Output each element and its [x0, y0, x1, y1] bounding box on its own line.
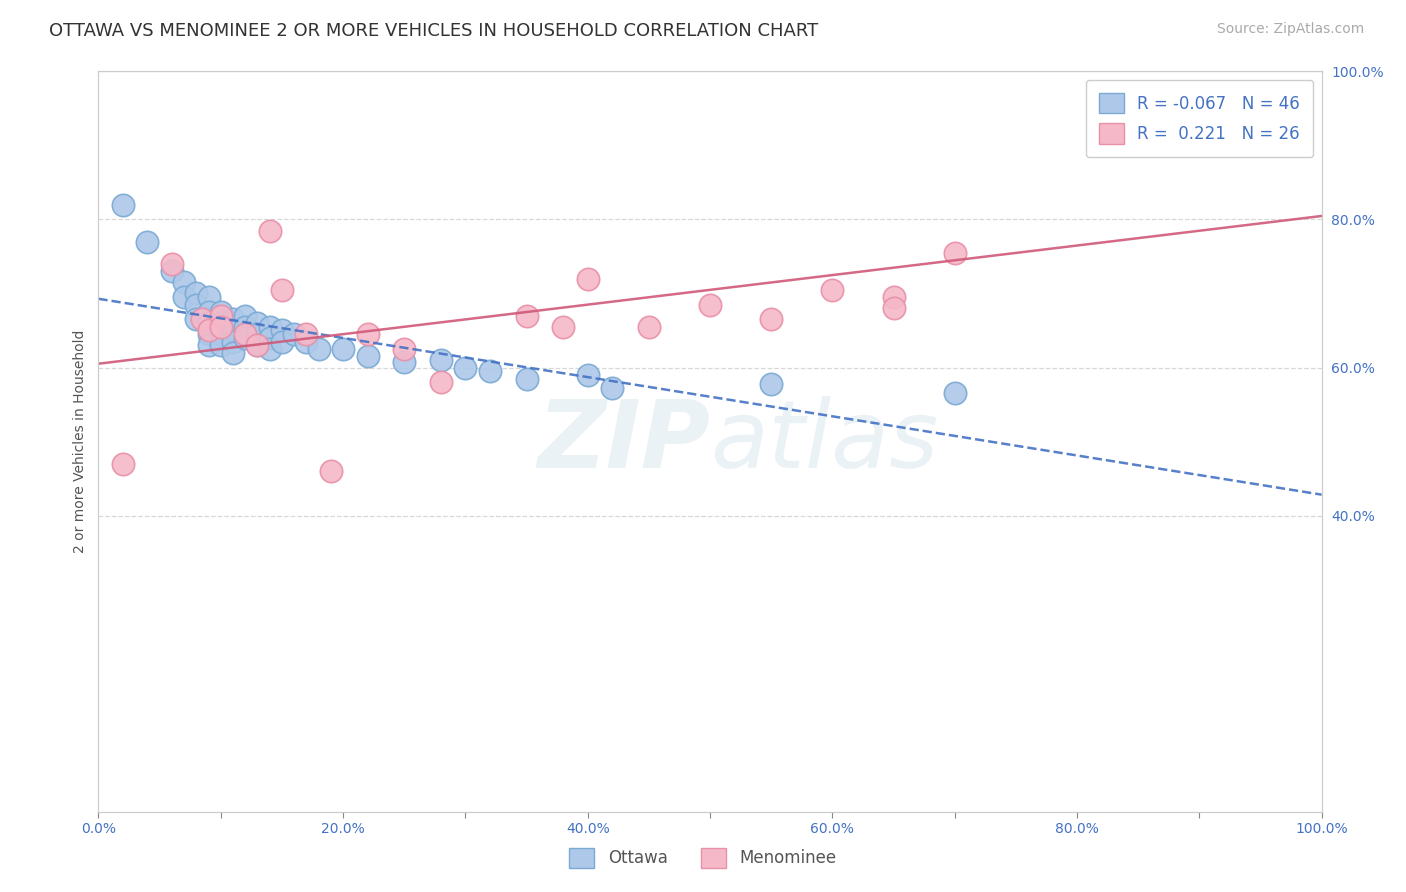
Point: [392, 342, 416, 356]
Point: [637, 319, 661, 334]
Point: [356, 350, 378, 364]
Text: Source: ZipAtlas.com: Source: ZipAtlas.com: [1216, 22, 1364, 37]
Point: [295, 334, 318, 349]
Point: [515, 371, 537, 385]
Point: [222, 345, 245, 359]
Text: OTTAWA VS MENOMINEE 2 OR MORE VEHICLES IN HOUSEHOLD CORRELATION CHART: OTTAWA VS MENOMINEE 2 OR MORE VEHICLES I…: [49, 22, 818, 40]
Point: [515, 309, 537, 323]
Point: [600, 381, 623, 395]
Point: [197, 327, 219, 342]
Point: [246, 338, 269, 352]
Point: [356, 327, 378, 342]
Point: [478, 364, 501, 378]
Point: [576, 271, 599, 285]
Point: [209, 319, 232, 334]
Point: [270, 324, 294, 338]
Point: [259, 342, 281, 356]
Point: [233, 331, 256, 345]
Point: [259, 319, 281, 334]
Point: [186, 297, 208, 311]
Point: [246, 338, 269, 352]
Point: [222, 324, 245, 338]
Point: [197, 305, 219, 319]
Text: ZIP: ZIP: [537, 395, 710, 488]
Point: [308, 342, 330, 356]
Point: [209, 305, 232, 319]
Point: [173, 290, 195, 304]
Point: [821, 283, 844, 297]
Point: [392, 354, 416, 368]
Point: [430, 376, 453, 390]
Point: [270, 334, 294, 349]
Point: [209, 309, 232, 323]
Point: [209, 316, 232, 330]
Point: [319, 464, 342, 478]
Point: [576, 368, 599, 382]
Point: [233, 327, 256, 342]
Point: [191, 312, 214, 326]
Point: [454, 360, 477, 375]
Point: [197, 290, 219, 304]
Point: [270, 283, 294, 297]
Point: [222, 312, 245, 326]
Point: [553, 319, 575, 334]
Point: [186, 312, 208, 326]
Point: [283, 327, 305, 342]
Point: [111, 197, 134, 211]
Point: [233, 309, 256, 323]
Point: [761, 312, 783, 326]
Legend: R = -0.067   N = 46, R =  0.221   N = 26: R = -0.067 N = 46, R = 0.221 N = 26: [1085, 79, 1313, 157]
Point: [197, 338, 219, 352]
Point: [209, 327, 232, 342]
Point: [209, 338, 232, 352]
Point: [259, 223, 281, 237]
Point: [1274, 112, 1296, 127]
Point: [197, 324, 219, 338]
Point: [943, 245, 966, 260]
Point: [222, 334, 245, 349]
Point: [160, 257, 183, 271]
Point: [233, 319, 256, 334]
Point: [295, 327, 318, 342]
Point: [943, 386, 966, 401]
Point: [136, 235, 159, 249]
Point: [197, 316, 219, 330]
Point: [883, 290, 905, 304]
Point: [699, 297, 721, 311]
Point: [186, 286, 208, 301]
Point: [246, 316, 269, 330]
Point: [259, 331, 281, 345]
Point: [883, 301, 905, 316]
Text: atlas: atlas: [710, 396, 938, 487]
Point: [332, 342, 354, 356]
Point: [111, 457, 134, 471]
Point: [246, 327, 269, 342]
Y-axis label: 2 or more Vehicles in Household: 2 or more Vehicles in Household: [73, 330, 87, 553]
Point: [160, 264, 183, 278]
Legend: Ottawa, Menominee: Ottawa, Menominee: [562, 841, 844, 875]
Point: [173, 276, 195, 290]
Point: [430, 353, 453, 368]
Point: [761, 376, 783, 391]
